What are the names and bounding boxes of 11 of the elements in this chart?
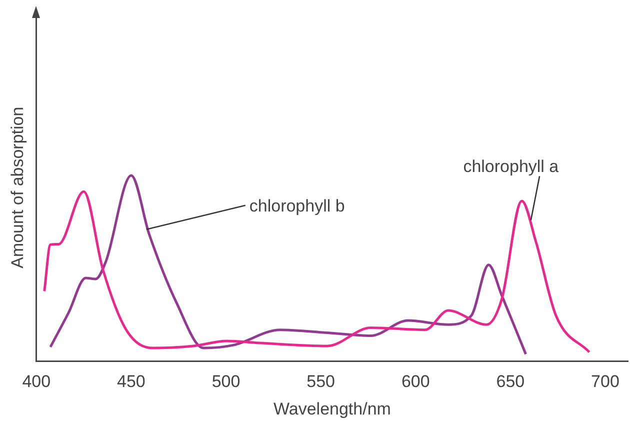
x-tick-label: 650: [496, 372, 525, 392]
x-tick-label: 450: [117, 372, 146, 392]
x-tick-label: 400: [22, 372, 51, 392]
y-axis-title: Amount of absorption: [8, 106, 27, 268]
x-tick-label: 500: [212, 372, 240, 392]
annotation: chlorophyll b: [249, 196, 345, 216]
annotation: chlorophyll a: [463, 157, 560, 176]
x-axis-title: Wavelength/nm: [273, 399, 391, 418]
x-tick-label: 700: [591, 372, 620, 392]
x-tick-label: 550: [306, 372, 336, 392]
x-tick-label: 600: [401, 372, 430, 392]
